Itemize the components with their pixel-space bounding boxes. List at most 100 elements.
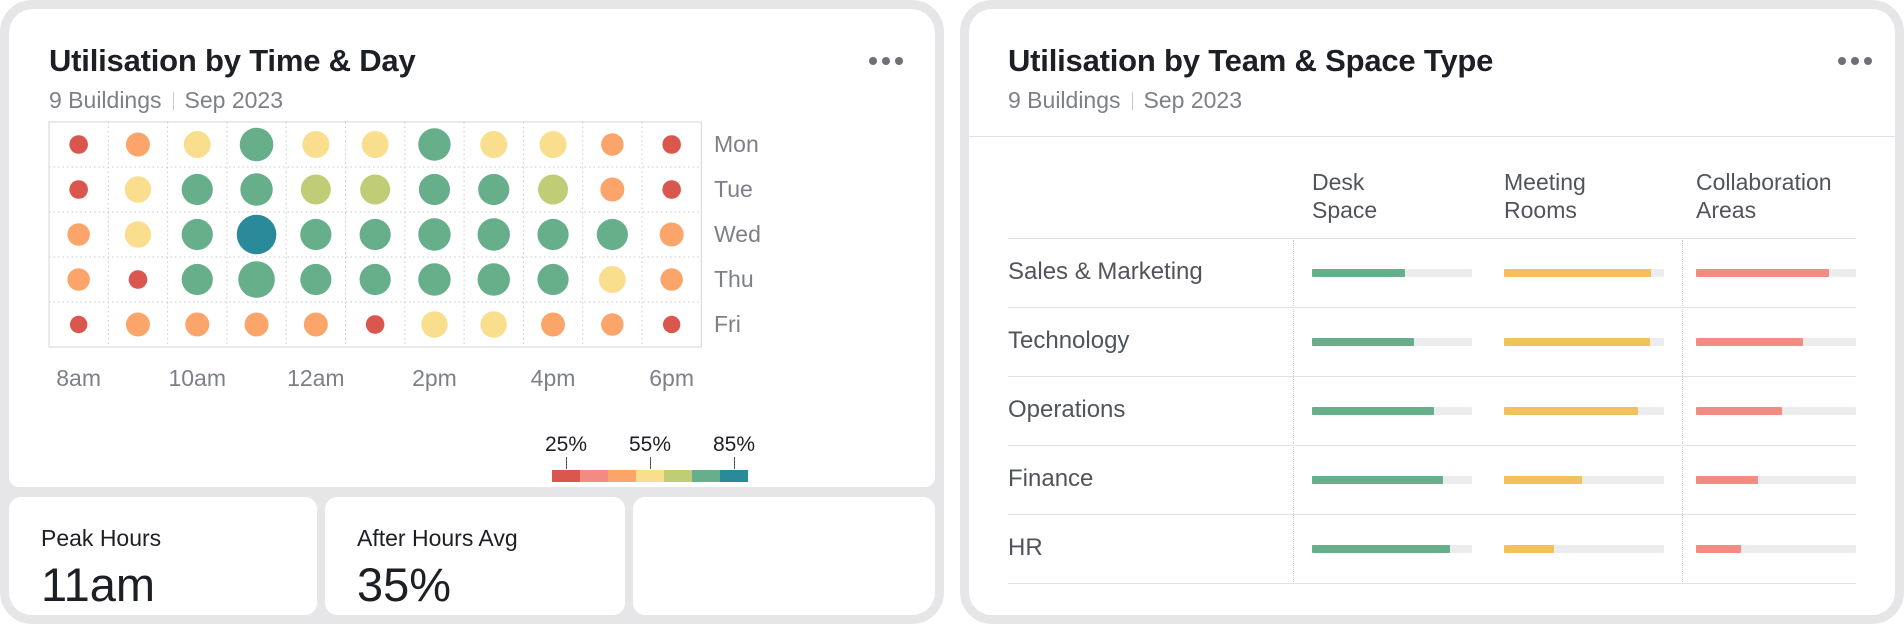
utilisation-dot[interactable] (69, 315, 88, 334)
utilisation-dot[interactable] (302, 131, 330, 158)
column-header-line: Meeting (1504, 169, 1586, 195)
time-label: 12am (287, 365, 345, 391)
utilisation-bar[interactable] (1504, 269, 1652, 277)
column-header-line: Areas (1696, 197, 1757, 223)
utilisation-bar[interactable] (1312, 407, 1434, 415)
utilisation-dot[interactable] (236, 214, 277, 255)
utilisation-bar[interactable] (1696, 476, 1759, 484)
utilisation-dot[interactable] (303, 312, 328, 337)
utilisation-bar[interactable] (1504, 545, 1554, 553)
utilisation-bar[interactable] (1696, 338, 1804, 346)
peak-hours-label: Peak Hours (41, 525, 162, 551)
team-label: Finance (1008, 465, 1094, 492)
utilisation-dot[interactable] (477, 263, 510, 296)
utilisation-bar[interactable] (1696, 407, 1783, 415)
utilisation-dot[interactable] (300, 174, 331, 205)
utilisation-dot[interactable] (125, 312, 150, 337)
time-label: 2pm (412, 365, 457, 391)
utilisation-dot[interactable] (418, 173, 451, 206)
subtitle-divider (172, 92, 174, 110)
utilisation-dot[interactable] (359, 218, 391, 251)
utilisation-bar[interactable] (1312, 338, 1415, 346)
utilisation-dot[interactable] (662, 135, 681, 154)
more-options-icon[interactable] (869, 57, 903, 65)
utilisation-bar[interactable] (1504, 338, 1650, 346)
utilisation-bar[interactable] (1696, 269, 1829, 277)
utilisation-dot[interactable] (365, 315, 385, 334)
utilisation-dot[interactable] (67, 223, 90, 246)
utilisation-dot[interactable] (418, 263, 451, 296)
legend-label: 25% (544, 433, 588, 456)
utilisation-dot[interactable] (69, 180, 88, 199)
utilisation-dot[interactable] (240, 173, 273, 206)
utilisation-dot[interactable] (421, 311, 448, 338)
color-scale-legend (633, 497, 935, 615)
utilisation-dot[interactable] (124, 176, 152, 203)
after-hours-label: After Hours Avg (357, 525, 518, 551)
utilisation-bar[interactable] (1504, 476, 1583, 484)
utilisation-dot[interactable] (598, 266, 626, 293)
utilisation-dot[interactable] (538, 174, 569, 205)
utilisation-dot[interactable] (124, 221, 152, 248)
utilisation-dot[interactable] (659, 222, 684, 247)
row-divider (1008, 238, 1856, 239)
grid-frame (48, 121, 702, 348)
team-label: Operations (1008, 396, 1126, 423)
subtitle-divider (1131, 92, 1133, 110)
utilisation-bar[interactable] (1312, 476, 1444, 484)
utilisation-dot[interactable] (181, 263, 213, 296)
column-header-line: Space (1312, 197, 1378, 223)
utilisation-time-day-card: Utilisation by Time & Day 9 Buildings Sep… (0, 0, 944, 624)
card-title: Utilisation by Time & Day (49, 43, 416, 78)
utilisation-dot[interactable] (601, 313, 624, 336)
utilisation-dot[interactable] (541, 312, 566, 337)
utilisation-dot[interactable] (300, 263, 332, 296)
utilisation-dot[interactable] (418, 218, 451, 251)
utilisation-dot[interactable] (601, 133, 624, 156)
heatmap-panel: Utilisation by Time & Day 9 Buildings Sep… (9, 9, 935, 487)
time-label: 6pm (649, 365, 695, 391)
utilisation-dot[interactable] (239, 127, 274, 162)
utilisation-dot[interactable] (181, 173, 213, 206)
utilisation-dot[interactable] (480, 311, 507, 338)
utilisation-bar[interactable] (1312, 269, 1405, 277)
utilisation-dot[interactable] (537, 263, 569, 296)
utilisation-bar[interactable] (1696, 545, 1741, 553)
utilisation-bar[interactable] (1312, 545, 1450, 553)
utilisation-dot[interactable] (660, 268, 683, 291)
utilisation-dot[interactable] (300, 218, 332, 251)
utilisation-dot[interactable] (181, 218, 213, 251)
utilisation-dot[interactable] (244, 312, 269, 337)
utilisation-dot[interactable] (596, 218, 628, 251)
utilisation-bar-track (1312, 338, 1472, 346)
utilisation-dot[interactable] (125, 132, 150, 157)
utilisation-dot[interactable] (537, 218, 569, 251)
utilisation-dot[interactable] (238, 261, 275, 298)
utilisation-bar[interactable] (1504, 407, 1639, 415)
legend-swatch (720, 470, 748, 482)
utilisation-bar-track (1312, 476, 1472, 484)
utilisation-dot[interactable] (418, 128, 451, 161)
peak-hours-value: 11am (41, 558, 156, 611)
utilisation-dot[interactable] (360, 174, 391, 205)
utilisation-dot[interactable] (600, 177, 625, 202)
utilisation-dot[interactable] (478, 173, 510, 206)
utilisation-dot[interactable] (359, 263, 391, 296)
utilisation-dot[interactable] (67, 268, 90, 291)
utilisation-dot[interactable] (539, 131, 567, 158)
header-divider (969, 136, 1895, 137)
more-options-icon[interactable] (1838, 57, 1872, 65)
utilisation-bar-track (1504, 545, 1664, 553)
utilisation-dot[interactable] (185, 312, 210, 337)
utilisation-dot[interactable] (128, 270, 148, 289)
card-title: Utilisation by Team & Space Type (1008, 43, 1494, 78)
utilisation-dot[interactable] (480, 131, 508, 158)
utilisation-dot[interactable] (477, 218, 510, 251)
utilisation-dot[interactable] (662, 315, 681, 334)
time-label: 4pm (530, 365, 576, 391)
utilisation-dot[interactable] (69, 135, 88, 154)
utilisation-dot[interactable] (662, 180, 681, 199)
utilisation-bar-track (1504, 407, 1664, 415)
utilisation-dot[interactable] (183, 131, 211, 158)
utilisation-dot[interactable] (361, 131, 389, 158)
